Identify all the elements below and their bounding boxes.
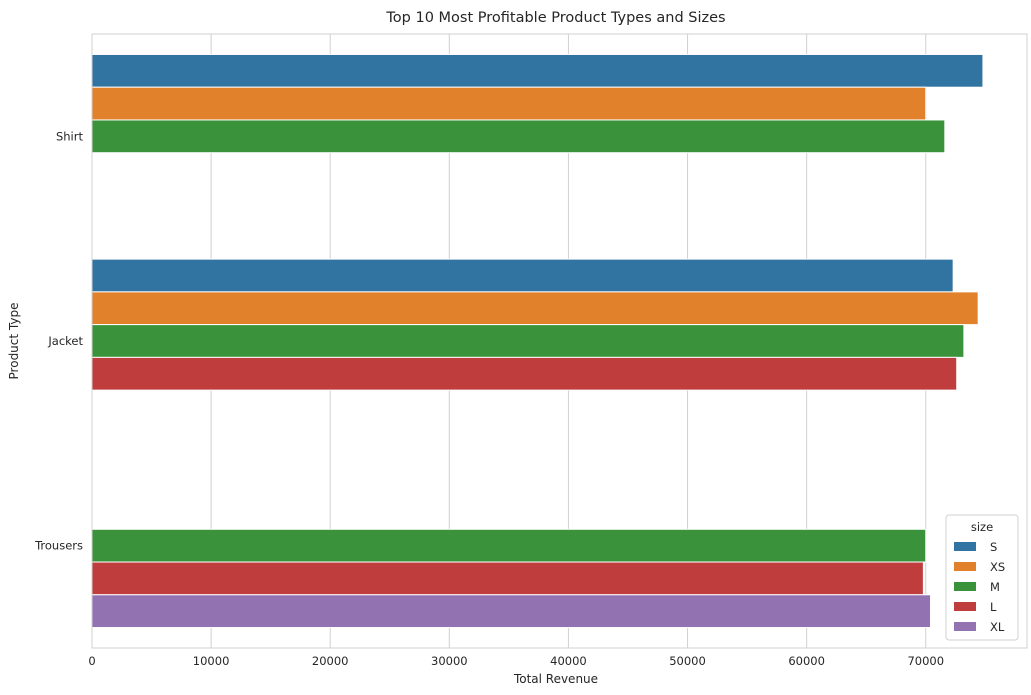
x-tick-label: 50000 (669, 654, 706, 668)
legend-swatch (954, 562, 976, 571)
x-tick-label: 0 (88, 654, 95, 668)
legend-swatch (954, 602, 976, 611)
legend-title: size (971, 520, 993, 534)
bar-jacket-l (91, 356, 958, 391)
y-tick-label: Shirt (56, 129, 84, 143)
x-axis-ticks: 0 10000 20000 30000 40000 50000 60000 70000 (88, 654, 944, 668)
bar-shirt-xs (91, 86, 927, 121)
x-tick-label: 40000 (550, 654, 587, 668)
x-tick-label: 10000 (193, 654, 230, 668)
legend-entry: S (990, 540, 997, 554)
x-axis-label: Total Revenue (513, 672, 598, 686)
legend: size S XS ML XL (945, 514, 1019, 641)
legend-entry: XL (990, 620, 1005, 634)
bar-jacket-xs (91, 291, 979, 326)
bar-shirt-s (91, 53, 984, 88)
x-tick-label: 20000 (312, 654, 349, 668)
bar-trousers-xl (91, 594, 932, 629)
legend-entry: XS (990, 560, 1005, 574)
bars (91, 53, 984, 629)
y-axis-label: Product Type (7, 303, 21, 380)
bar-shirt-m (91, 119, 946, 154)
legend-swatch (954, 542, 976, 551)
chart-title: Top 10 Most Profitable Product Types and… (385, 10, 725, 26)
plot-frame (91, 33, 1028, 649)
legend-swatch (954, 622, 976, 631)
legend-entry: L (990, 600, 997, 614)
legend-entry: M (990, 580, 1000, 594)
bar-trousers-l (91, 561, 924, 596)
x-tick-label: 60000 (788, 654, 825, 668)
y-tick-label: Trousers (34, 539, 83, 553)
bar-jacket-s (91, 258, 954, 293)
legend-swatch (954, 582, 976, 591)
y-axis-ticks: Shirt Jacket Trousers (34, 129, 83, 552)
y-tick-label: Jacket (47, 334, 83, 348)
bar-jacket-m (91, 324, 965, 358)
bar-trousers-m (91, 528, 927, 563)
x-tick-label: 70000 (907, 654, 944, 668)
x-tick-label: 30000 (431, 654, 468, 668)
